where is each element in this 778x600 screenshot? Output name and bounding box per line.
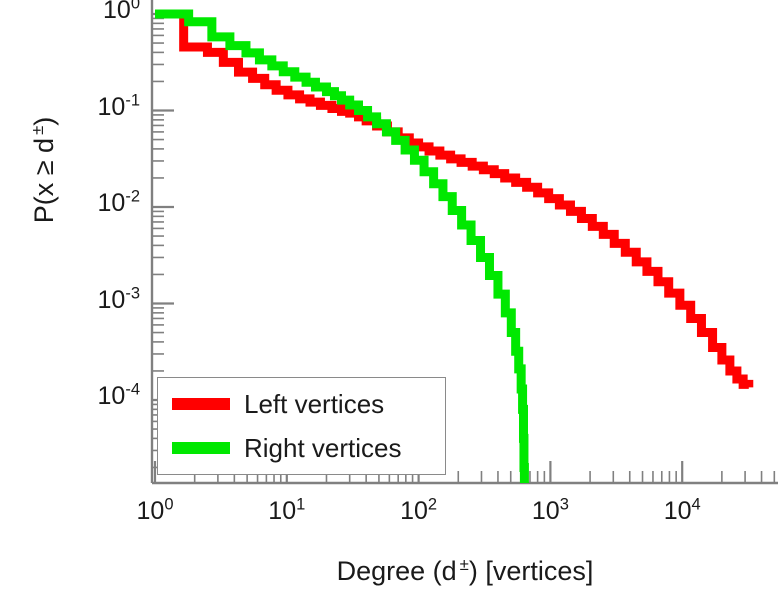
legend-item-right-vertices: Right vertices (172, 430, 445, 466)
y-tick-label-4: 10-4 (97, 380, 140, 410)
x-tick-label-1: 101 (268, 495, 306, 525)
series-line-right-vertices (155, 9, 529, 483)
legend-item-left-vertices: Left vertices (172, 386, 445, 422)
y-tick-label-3: 10-3 (97, 284, 140, 314)
x-tick-label-0: 100 (136, 495, 174, 525)
x-axis-title: Degree (d ±) [vertices] (152, 551, 778, 591)
legend-swatch-right-vertices (172, 442, 230, 454)
y-axis-title-superscript: ± (27, 125, 47, 135)
y-axis-title: P(x ≥ d±) (24, 40, 64, 300)
x-axis-title-main: Degree (d (336, 555, 457, 586)
x-axis-title-superscript: ± (459, 554, 469, 574)
series-line-left-vertices (155, 9, 754, 389)
y-tick-label-1: 10-1 (97, 91, 140, 121)
x-tick-label-4: 104 (663, 495, 701, 525)
legend-label-right-vertices: Right vertices (244, 432, 402, 463)
x-tick-label-3: 103 (531, 495, 569, 525)
y-tick-label-0: 100 (103, 0, 140, 24)
legend-swatch-left-vertices (172, 398, 230, 410)
x-tick-label-2: 102 (400, 495, 438, 525)
chart-legend: Left vertices Right vertices (157, 377, 446, 475)
x-axis-title-tail: ) [vertices] (468, 555, 594, 586)
legend-label-left-vertices: Left vertices (244, 388, 385, 419)
y-tick-label-2: 10-2 (97, 187, 140, 217)
